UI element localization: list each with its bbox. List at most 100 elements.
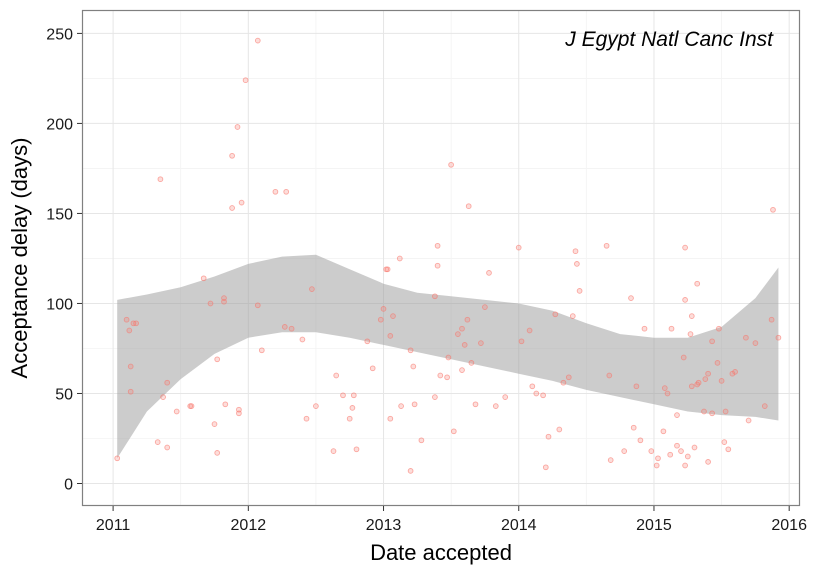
smooth-confidence-band xyxy=(117,254,779,459)
data-point xyxy=(716,325,722,332)
data-point xyxy=(694,280,701,287)
data-point xyxy=(254,37,261,44)
data-point xyxy=(664,390,671,397)
data-point xyxy=(455,331,461,337)
data-point xyxy=(410,363,417,370)
data-point xyxy=(459,325,465,332)
data-point xyxy=(468,360,475,366)
data-point xyxy=(114,455,121,462)
data-point xyxy=(565,374,572,381)
data-point xyxy=(486,270,492,276)
data-point xyxy=(641,325,648,332)
y-axis-title: Acceptance delay (days) xyxy=(7,138,32,379)
data-point xyxy=(540,392,546,399)
data-point xyxy=(560,379,567,386)
data-point xyxy=(653,462,660,469)
data-point xyxy=(515,244,522,251)
data-point xyxy=(682,462,688,469)
x-tick-label: 2015 xyxy=(636,517,672,534)
data-point xyxy=(229,205,235,211)
data-point xyxy=(432,293,438,300)
data-point xyxy=(542,464,549,471)
data-point xyxy=(164,444,171,451)
data-point xyxy=(387,415,394,422)
x-tick-label: 2014 xyxy=(501,517,537,534)
data-point xyxy=(313,403,319,409)
data-point xyxy=(353,446,360,453)
data-point xyxy=(502,394,509,400)
data-point xyxy=(350,392,357,399)
data-point xyxy=(238,199,245,206)
data-points xyxy=(114,37,782,474)
data-point xyxy=(221,295,227,301)
data-point xyxy=(272,188,279,195)
data-point xyxy=(556,426,563,433)
data-point xyxy=(722,408,729,415)
data-point xyxy=(214,450,221,456)
data-point xyxy=(606,372,613,379)
panel-border xyxy=(81,9,801,507)
data-point xyxy=(229,152,235,159)
y-tick-label: 200 xyxy=(46,116,73,133)
data-point xyxy=(444,374,450,381)
y-tick-label: 150 xyxy=(46,206,73,223)
data-point xyxy=(718,378,725,384)
data-point xyxy=(200,275,207,282)
data-point xyxy=(660,428,667,435)
data-point xyxy=(472,401,479,408)
y-tick-label: 250 xyxy=(46,26,73,43)
y-tick-label: 0 xyxy=(64,476,73,493)
data-point xyxy=(377,316,384,323)
data-point xyxy=(127,388,134,395)
x-axis-title: Date accepted xyxy=(370,540,512,565)
data-point xyxy=(745,417,752,424)
data-point xyxy=(552,311,559,318)
data-point xyxy=(533,390,540,397)
data-point xyxy=(407,347,414,354)
data-point xyxy=(701,408,707,415)
data-point xyxy=(281,324,288,330)
data-point xyxy=(775,334,782,341)
data-point xyxy=(569,313,576,319)
data-point xyxy=(211,421,218,427)
data-point xyxy=(434,262,441,269)
data-point xyxy=(396,255,403,262)
data-point xyxy=(633,383,640,390)
data-point xyxy=(655,455,661,462)
data-point xyxy=(691,444,698,451)
data-point xyxy=(303,415,310,422)
data-point xyxy=(680,354,687,361)
data-point xyxy=(333,372,340,379)
data-point xyxy=(667,451,674,458)
data-point xyxy=(684,453,691,460)
data-point xyxy=(346,415,353,422)
y-axis: 0 50 100 150 200 250 xyxy=(46,26,82,493)
data-point xyxy=(450,428,457,435)
data-point xyxy=(349,405,356,411)
data-point xyxy=(732,369,738,375)
data-point xyxy=(687,331,694,337)
data-point xyxy=(603,242,610,249)
data-point xyxy=(768,316,775,323)
data-point xyxy=(160,394,166,400)
data-point xyxy=(418,437,425,444)
y-tick-label: 50 xyxy=(55,386,73,403)
data-point xyxy=(628,295,634,301)
data-point xyxy=(459,367,465,373)
data-point xyxy=(309,286,315,292)
data-point xyxy=(123,316,130,323)
data-point xyxy=(434,242,441,249)
data-point xyxy=(752,340,759,346)
data-point xyxy=(242,77,249,84)
data-point xyxy=(678,448,684,454)
data-point xyxy=(407,468,414,474)
data-point xyxy=(668,325,675,332)
data-point xyxy=(637,437,644,444)
data-point xyxy=(529,383,536,390)
data-point xyxy=(254,302,261,309)
data-point xyxy=(133,320,139,327)
data-point xyxy=(340,392,346,399)
data-point xyxy=(164,379,171,386)
data-point xyxy=(364,338,371,345)
